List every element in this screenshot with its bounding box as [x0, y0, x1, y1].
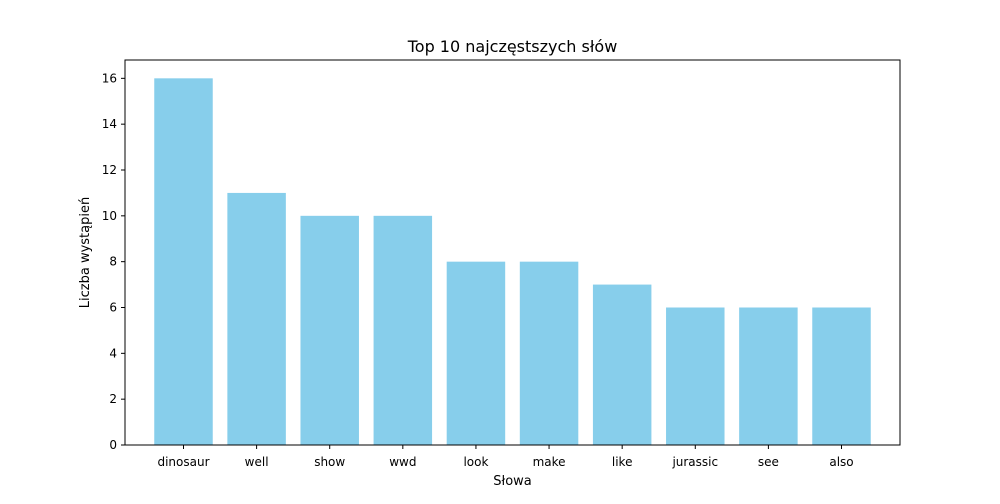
x-tick-label: show	[314, 455, 345, 469]
bar-jurassic	[666, 307, 725, 445]
x-tick-label: see	[758, 455, 779, 469]
x-tick-label: also	[829, 455, 853, 469]
bar-also	[812, 307, 871, 445]
x-tick-label: make	[533, 455, 566, 469]
x-tick-label: wwd	[389, 455, 416, 469]
y-tick-label: 10	[102, 209, 117, 223]
bars	[154, 78, 871, 445]
y-tick-label: 14	[102, 117, 117, 131]
chart-title: Top 10 najczęstszych słów	[407, 37, 618, 56]
y-tick-label: 8	[109, 255, 117, 269]
bar-see	[739, 307, 798, 445]
x-tick-label: look	[463, 455, 488, 469]
y-tick-label: 2	[109, 392, 117, 406]
y-tick-label: 16	[102, 71, 117, 85]
y-axis-ticks: 0 2 4 6 8 10 12 14 16	[102, 71, 125, 452]
y-tick-label: 0	[109, 438, 117, 452]
plot-frame	[124, 59, 901, 446]
x-tick-label: like	[612, 455, 633, 469]
bar-dinosaur	[154, 78, 213, 445]
bar-like	[592, 284, 652, 445]
bar-show	[300, 215, 359, 445]
y-axis-label: Liczba wystąpień	[78, 197, 93, 308]
y-tick-label: 6	[109, 301, 117, 315]
x-tick-label: dinosaur	[157, 455, 209, 469]
bar-well	[227, 192, 286, 445]
x-axis-label: Słowa	[493, 474, 532, 489]
y-tick-label: 12	[102, 163, 117, 177]
x-tick-label: well	[245, 455, 269, 469]
bar-wwd	[373, 215, 433, 445]
x-axis-ticks: dinosaur well show wwd look make like jurassic s…	[157, 445, 854, 469]
y-tick-label: 4	[109, 346, 117, 360]
x-tick-label: jurassic	[671, 455, 718, 469]
bar-look	[446, 261, 506, 445]
bar-make	[519, 261, 579, 445]
